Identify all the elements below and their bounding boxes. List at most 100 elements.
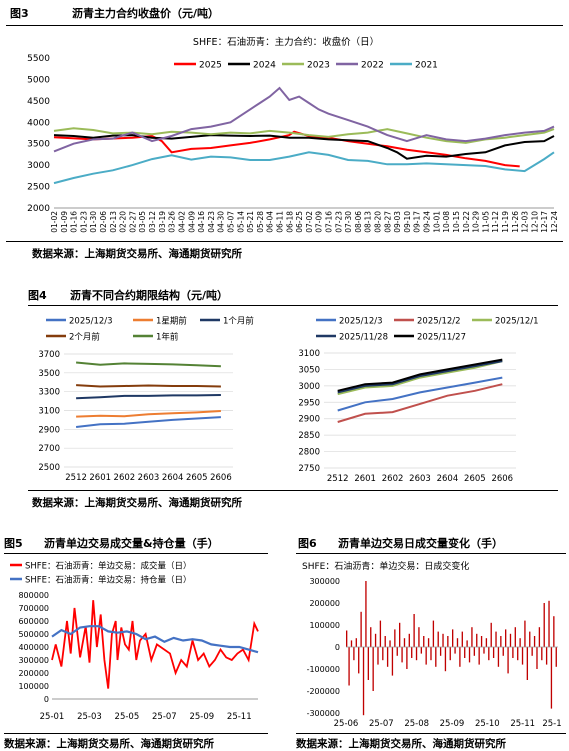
fig6-chart: SHFE：石油沥青：单边交易：日成交变化 -300000 -200000 -10000… <box>302 560 562 729</box>
fig6-title: 沥青单边交易日成交量变化（手） <box>338 537 503 550</box>
x-tick-label: 07-02 <box>305 211 314 233</box>
fig6-top-rule <box>296 553 566 554</box>
bar <box>468 647 471 663</box>
bar <box>437 631 439 647</box>
x-tick-label: 25-07 <box>152 712 177 722</box>
x-tick-label: 04-16 <box>197 211 206 233</box>
x-tick-label: 2601 <box>354 474 376 484</box>
bar <box>423 636 425 647</box>
bar <box>543 603 545 647</box>
bar <box>389 640 391 647</box>
bar <box>415 647 418 661</box>
bar <box>418 627 420 647</box>
legend-label-0: SHFE：石油沥青：单边交易：成交量（日） <box>25 561 192 572</box>
series-line-4 <box>337 358 503 392</box>
bar <box>507 647 509 674</box>
fig5-bottom-rule <box>4 733 268 734</box>
x-tick-label: 02-13 <box>109 211 118 233</box>
x-tick-label: 01-16 <box>70 211 79 233</box>
fig5-title: 沥青单边交易成交量&持仓量（手） <box>44 537 219 550</box>
legend-label-1: 2025/12/2 <box>417 317 461 327</box>
series-line-0 <box>51 600 259 689</box>
bar <box>396 647 398 656</box>
bar <box>348 647 350 686</box>
x-tick-label: 2601 <box>89 473 111 483</box>
bar <box>362 647 365 716</box>
bar <box>538 627 541 647</box>
x-tick-label: 03-12 <box>148 211 157 233</box>
y-tick-label: 3000 <box>298 382 320 392</box>
x-tick-label: 10-22 <box>462 211 471 233</box>
bar <box>365 581 367 647</box>
bar <box>529 631 531 647</box>
legend-label-2024: 2024 <box>253 61 276 71</box>
bar <box>509 633 512 647</box>
bar <box>483 647 485 654</box>
bar <box>519 638 521 647</box>
fig5-number: 图5 <box>4 537 23 550</box>
x-tick-label: 2605 <box>186 473 208 483</box>
bar <box>495 631 497 647</box>
bar <box>353 647 355 661</box>
bar <box>545 647 548 665</box>
legend-label-0: 2025/12/3 <box>69 317 113 327</box>
x-tick-label: 11-05 <box>481 211 490 233</box>
x-tick-label: 25-06 <box>334 719 359 729</box>
bar <box>411 647 413 658</box>
x-tick-label: 06-11 <box>275 211 284 233</box>
bar <box>435 647 437 667</box>
fig6-source: 数据来源：上海期货交易所、海通期货研究所 <box>296 738 506 750</box>
bar <box>550 647 553 709</box>
x-tick-label: 11-19 <box>501 211 510 233</box>
y-tick-label: 300000 <box>309 577 340 586</box>
y-tick-label: -200000 <box>307 687 340 696</box>
series-line-2 <box>337 360 503 396</box>
x-tick-label: 01-30 <box>89 211 98 233</box>
x-tick-label: 09-24 <box>423 211 432 233</box>
y-tick-label: 5500 <box>27 54 50 64</box>
fig5-source: 数据来源：上海期货交易所、海通期货研究所 <box>4 738 214 750</box>
x-tick-label: 01-02 <box>50 211 59 233</box>
y-tick-label: 3500 <box>27 140 50 150</box>
y-tick-label: 200000 <box>18 669 49 678</box>
fig4-left-chart: 2500 2700 2900 3100 3300 3500 3700 2512 2601 2602… <box>38 316 254 484</box>
x-tick-label: 02-06 <box>99 211 108 233</box>
series-2025-line <box>53 130 520 168</box>
bar <box>350 640 353 647</box>
x-tick-label: 02-20 <box>119 211 128 233</box>
fig3-chart: SHFE：石油沥青：主力合约：收盘价（日） 2000 2500 3000 3500 400… <box>27 36 559 233</box>
x-tick-label: 01-09 <box>60 211 69 233</box>
fig4-right-chart: 2750 2800 2850 2900 2950 3000 3050 3100 2512 2601… <box>298 317 538 485</box>
x-tick-label: 12-24 <box>550 211 559 233</box>
bar <box>382 647 384 661</box>
x-tick-label: 05-14 <box>236 211 245 233</box>
x-tick-label: 11-12 <box>491 211 500 233</box>
bar <box>447 636 449 647</box>
y-tick-label: 2800 <box>298 448 320 458</box>
y-tick-label: 800000 <box>18 591 49 600</box>
legend-label-2022: 2022 <box>361 61 384 71</box>
bar <box>403 638 406 647</box>
x-tick-label: 09-03 <box>393 211 402 233</box>
y-tick-label: 3100 <box>38 407 60 417</box>
x-tick-label: 2605 <box>464 474 486 484</box>
legend-label-2025: 2025 <box>199 61 222 71</box>
fig3-number: 图3 <box>10 7 29 20</box>
bar <box>399 622 401 647</box>
x-tick-label: 06-25 <box>295 211 304 233</box>
y-tick-label: 2850 <box>298 431 320 441</box>
x-tick-label: 10-01 <box>432 211 441 233</box>
x-tick-label: 25-01 <box>40 712 65 722</box>
bar <box>500 636 502 647</box>
y-tick-label: 2900 <box>38 425 60 435</box>
x-tick-label: 2602 <box>382 474 404 484</box>
series-line-3 <box>76 384 221 388</box>
series-line-1 <box>337 383 503 423</box>
bar <box>386 647 389 667</box>
fig3-bottom-rule <box>6 241 563 242</box>
bar <box>439 647 442 656</box>
bar <box>478 647 480 665</box>
bar <box>358 647 360 674</box>
bar <box>372 647 374 691</box>
x-tick-label: 08-13 <box>364 211 373 233</box>
